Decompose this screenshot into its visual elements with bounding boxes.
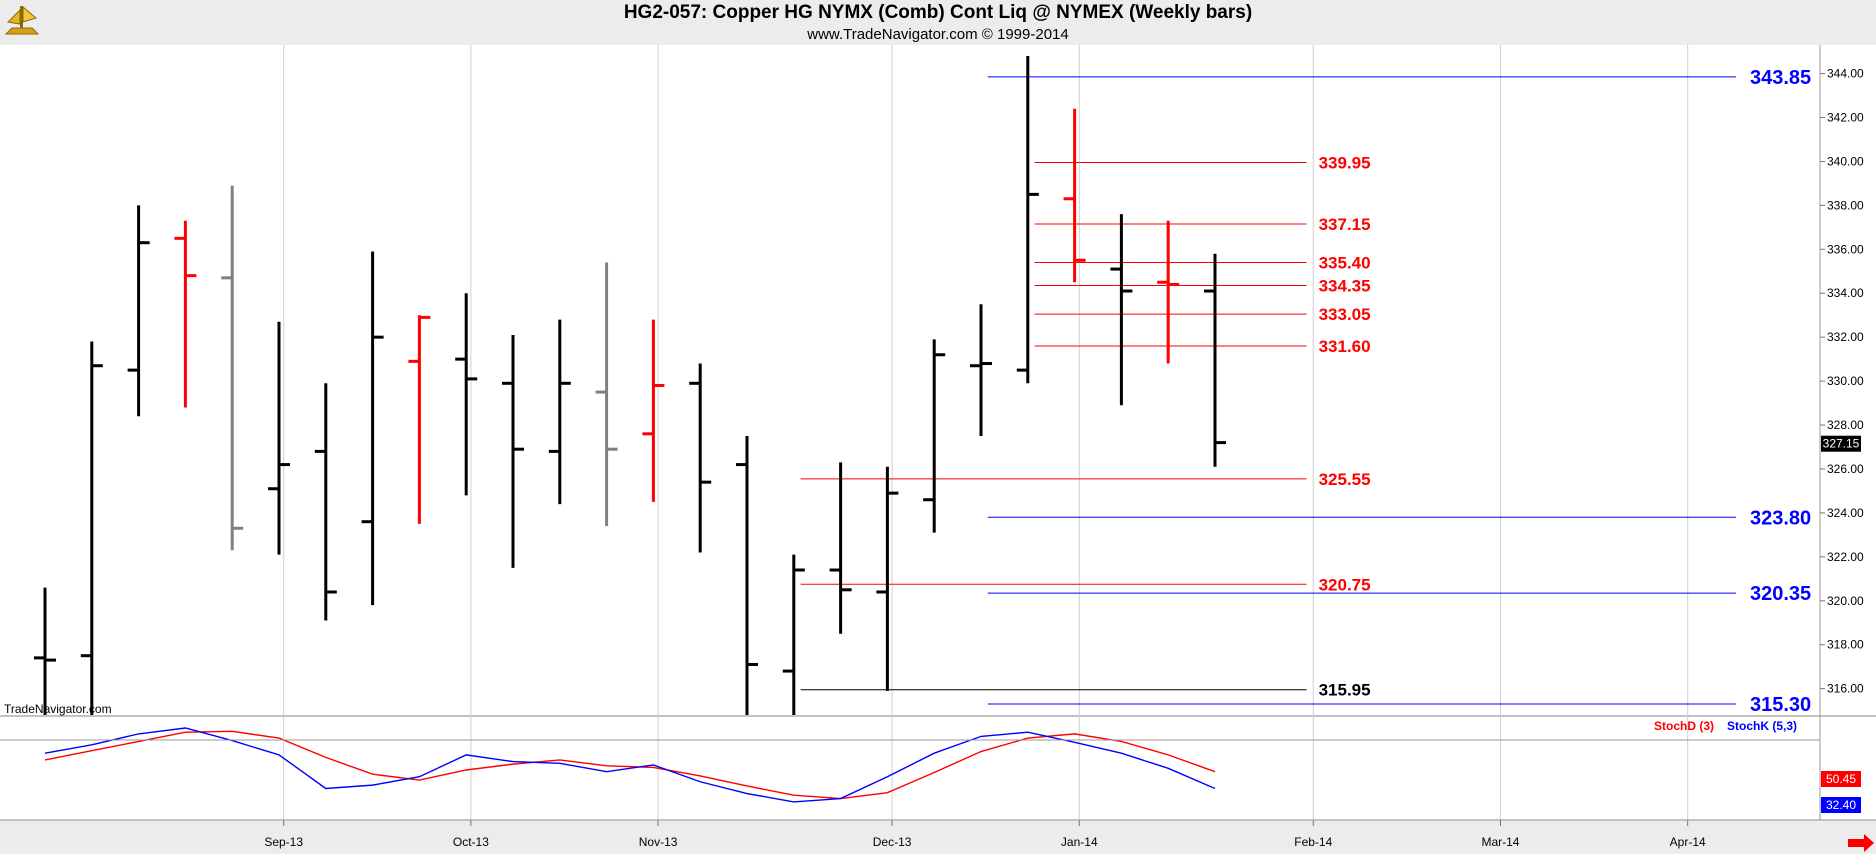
ohlc-bar bbox=[595, 262, 618, 527]
ohlc-bars bbox=[34, 55, 1226, 715]
ohlc-bar bbox=[876, 466, 899, 691]
ohlc-bar bbox=[1157, 220, 1180, 364]
level-label-337.15: 337.15 bbox=[1319, 215, 1371, 234]
ohlc-bar bbox=[1110, 214, 1133, 406]
ohlc-bar bbox=[1063, 108, 1086, 283]
level-label-325.55: 325.55 bbox=[1319, 470, 1371, 489]
y-tick-label: 340.00 bbox=[1827, 154, 1864, 168]
stochk-legend: StochK (5,3) bbox=[1727, 719, 1797, 733]
x-tick-label-oct-13: Oct-13 bbox=[453, 835, 489, 849]
level-label-323.80: 323.80 bbox=[1750, 507, 1811, 529]
ohlc-bar bbox=[361, 251, 384, 606]
ohlc-bar bbox=[34, 587, 56, 715]
ohlc-bar bbox=[548, 319, 571, 505]
last-price-marker: 327.15 bbox=[1821, 435, 1861, 452]
ohlc-bar bbox=[923, 339, 946, 533]
level-label-335.40: 335.40 bbox=[1319, 253, 1371, 272]
ohlc-bar bbox=[1016, 55, 1039, 384]
ohlc-bar bbox=[736, 436, 758, 715]
ohlc-bar bbox=[455, 293, 478, 496]
x-tick-label-jan-14: Jan-14 bbox=[1061, 835, 1098, 849]
level-label-339.95: 339.95 bbox=[1319, 154, 1371, 173]
level-label-315.95: 315.95 bbox=[1319, 681, 1371, 700]
ohlc-bar bbox=[80, 341, 103, 715]
scroll-right-arrow-icon[interactable] bbox=[1848, 834, 1874, 852]
level-label-320.35: 320.35 bbox=[1750, 583, 1811, 605]
ohlc-bar bbox=[1204, 253, 1226, 467]
y-tick-label: 324.00 bbox=[1827, 506, 1864, 520]
y-tick-label: 328.00 bbox=[1827, 418, 1864, 432]
x-tick-label-dec-13: Dec-13 bbox=[873, 835, 912, 849]
ohlc-bar bbox=[689, 363, 712, 553]
y-tick-label: 336.00 bbox=[1827, 242, 1864, 256]
ohlc-bar bbox=[970, 304, 992, 437]
y-tick-label: 334.00 bbox=[1827, 286, 1864, 300]
stochk-line bbox=[44, 727, 1216, 803]
level-label-343.85: 343.85 bbox=[1750, 67, 1811, 89]
price-axis-panel bbox=[1820, 45, 1876, 715]
oscillator-panel bbox=[0, 717, 1820, 819]
y-tick-label: 338.00 bbox=[1827, 198, 1864, 212]
ohlc-bar bbox=[829, 462, 852, 634]
svg-text:32.40: 32.40 bbox=[1826, 798, 1856, 812]
stochd-legend: StochD (3) bbox=[1654, 719, 1714, 733]
ohlc-bar bbox=[782, 554, 805, 715]
ohlc-bar bbox=[314, 383, 337, 621]
ohlc-bar bbox=[502, 334, 524, 568]
svg-text:327.15: 327.15 bbox=[1823, 437, 1860, 451]
ohlc-bar bbox=[408, 315, 431, 524]
price-axis: 316.00 318.00 320.00 322.00 324.00 326.00 328.… bbox=[1820, 67, 1864, 696]
watermark-text: TradeNavigator.com bbox=[4, 702, 112, 716]
ohlc-bar bbox=[268, 321, 290, 555]
x-tick-label-feb-14: Feb-14 bbox=[1294, 835, 1332, 849]
level-label-320.75: 320.75 bbox=[1319, 575, 1371, 594]
x-tick-label-sep-13: Sep-13 bbox=[264, 835, 303, 849]
time-axis: Sep-13 Oct-13 Nov-13 Dec-13 Jan-14 Feb-14 Mar-… bbox=[264, 820, 1706, 849]
ohlc-bar bbox=[221, 185, 244, 551]
chart-subtitle: www.TradeNavigator.com © 1999-2014 bbox=[807, 26, 1069, 43]
y-tick-label: 342.00 bbox=[1827, 110, 1864, 124]
y-tick-label: 330.00 bbox=[1827, 374, 1864, 388]
y-tick-label: 332.00 bbox=[1827, 330, 1864, 344]
chart-title: HG2-057: Copper HG NYMX (Comb) Cont Liq … bbox=[623, 2, 1253, 23]
ohlc-bar bbox=[127, 205, 150, 417]
level-label-315.30: 315.30 bbox=[1750, 694, 1811, 716]
tradenavigator-logo-icon bbox=[4, 5, 40, 35]
x-tick-label-mar-14: Mar-14 bbox=[1481, 835, 1519, 849]
x-tick-label-apr-14: Apr-14 bbox=[1670, 835, 1706, 849]
y-tick-label: 344.00 bbox=[1827, 67, 1864, 81]
x-tick-label-nov-13: Nov-13 bbox=[639, 835, 678, 849]
y-tick-label: 322.00 bbox=[1827, 550, 1864, 564]
ohlc-bar bbox=[174, 220, 197, 408]
y-tick-label: 318.00 bbox=[1827, 638, 1864, 652]
y-tick-label: 326.00 bbox=[1827, 462, 1864, 476]
y-tick-label: 320.00 bbox=[1827, 594, 1864, 608]
y-tick-label: 316.00 bbox=[1827, 682, 1864, 696]
stochk-value-marker: 32.40 bbox=[1821, 797, 1861, 813]
level-label-334.35: 334.35 bbox=[1319, 277, 1371, 296]
price-levels: 343.85 339.95 337.15 335.40 334.35 333.05 331.… bbox=[800, 67, 1811, 716]
svg-text:50.45: 50.45 bbox=[1826, 772, 1856, 786]
level-label-331.60: 331.60 bbox=[1319, 337, 1371, 356]
price-panel bbox=[0, 45, 1820, 715]
level-label-333.05: 333.05 bbox=[1319, 305, 1371, 324]
stochd-value-marker: 50.45 bbox=[1821, 771, 1861, 787]
ohlc-bar bbox=[642, 319, 665, 502]
